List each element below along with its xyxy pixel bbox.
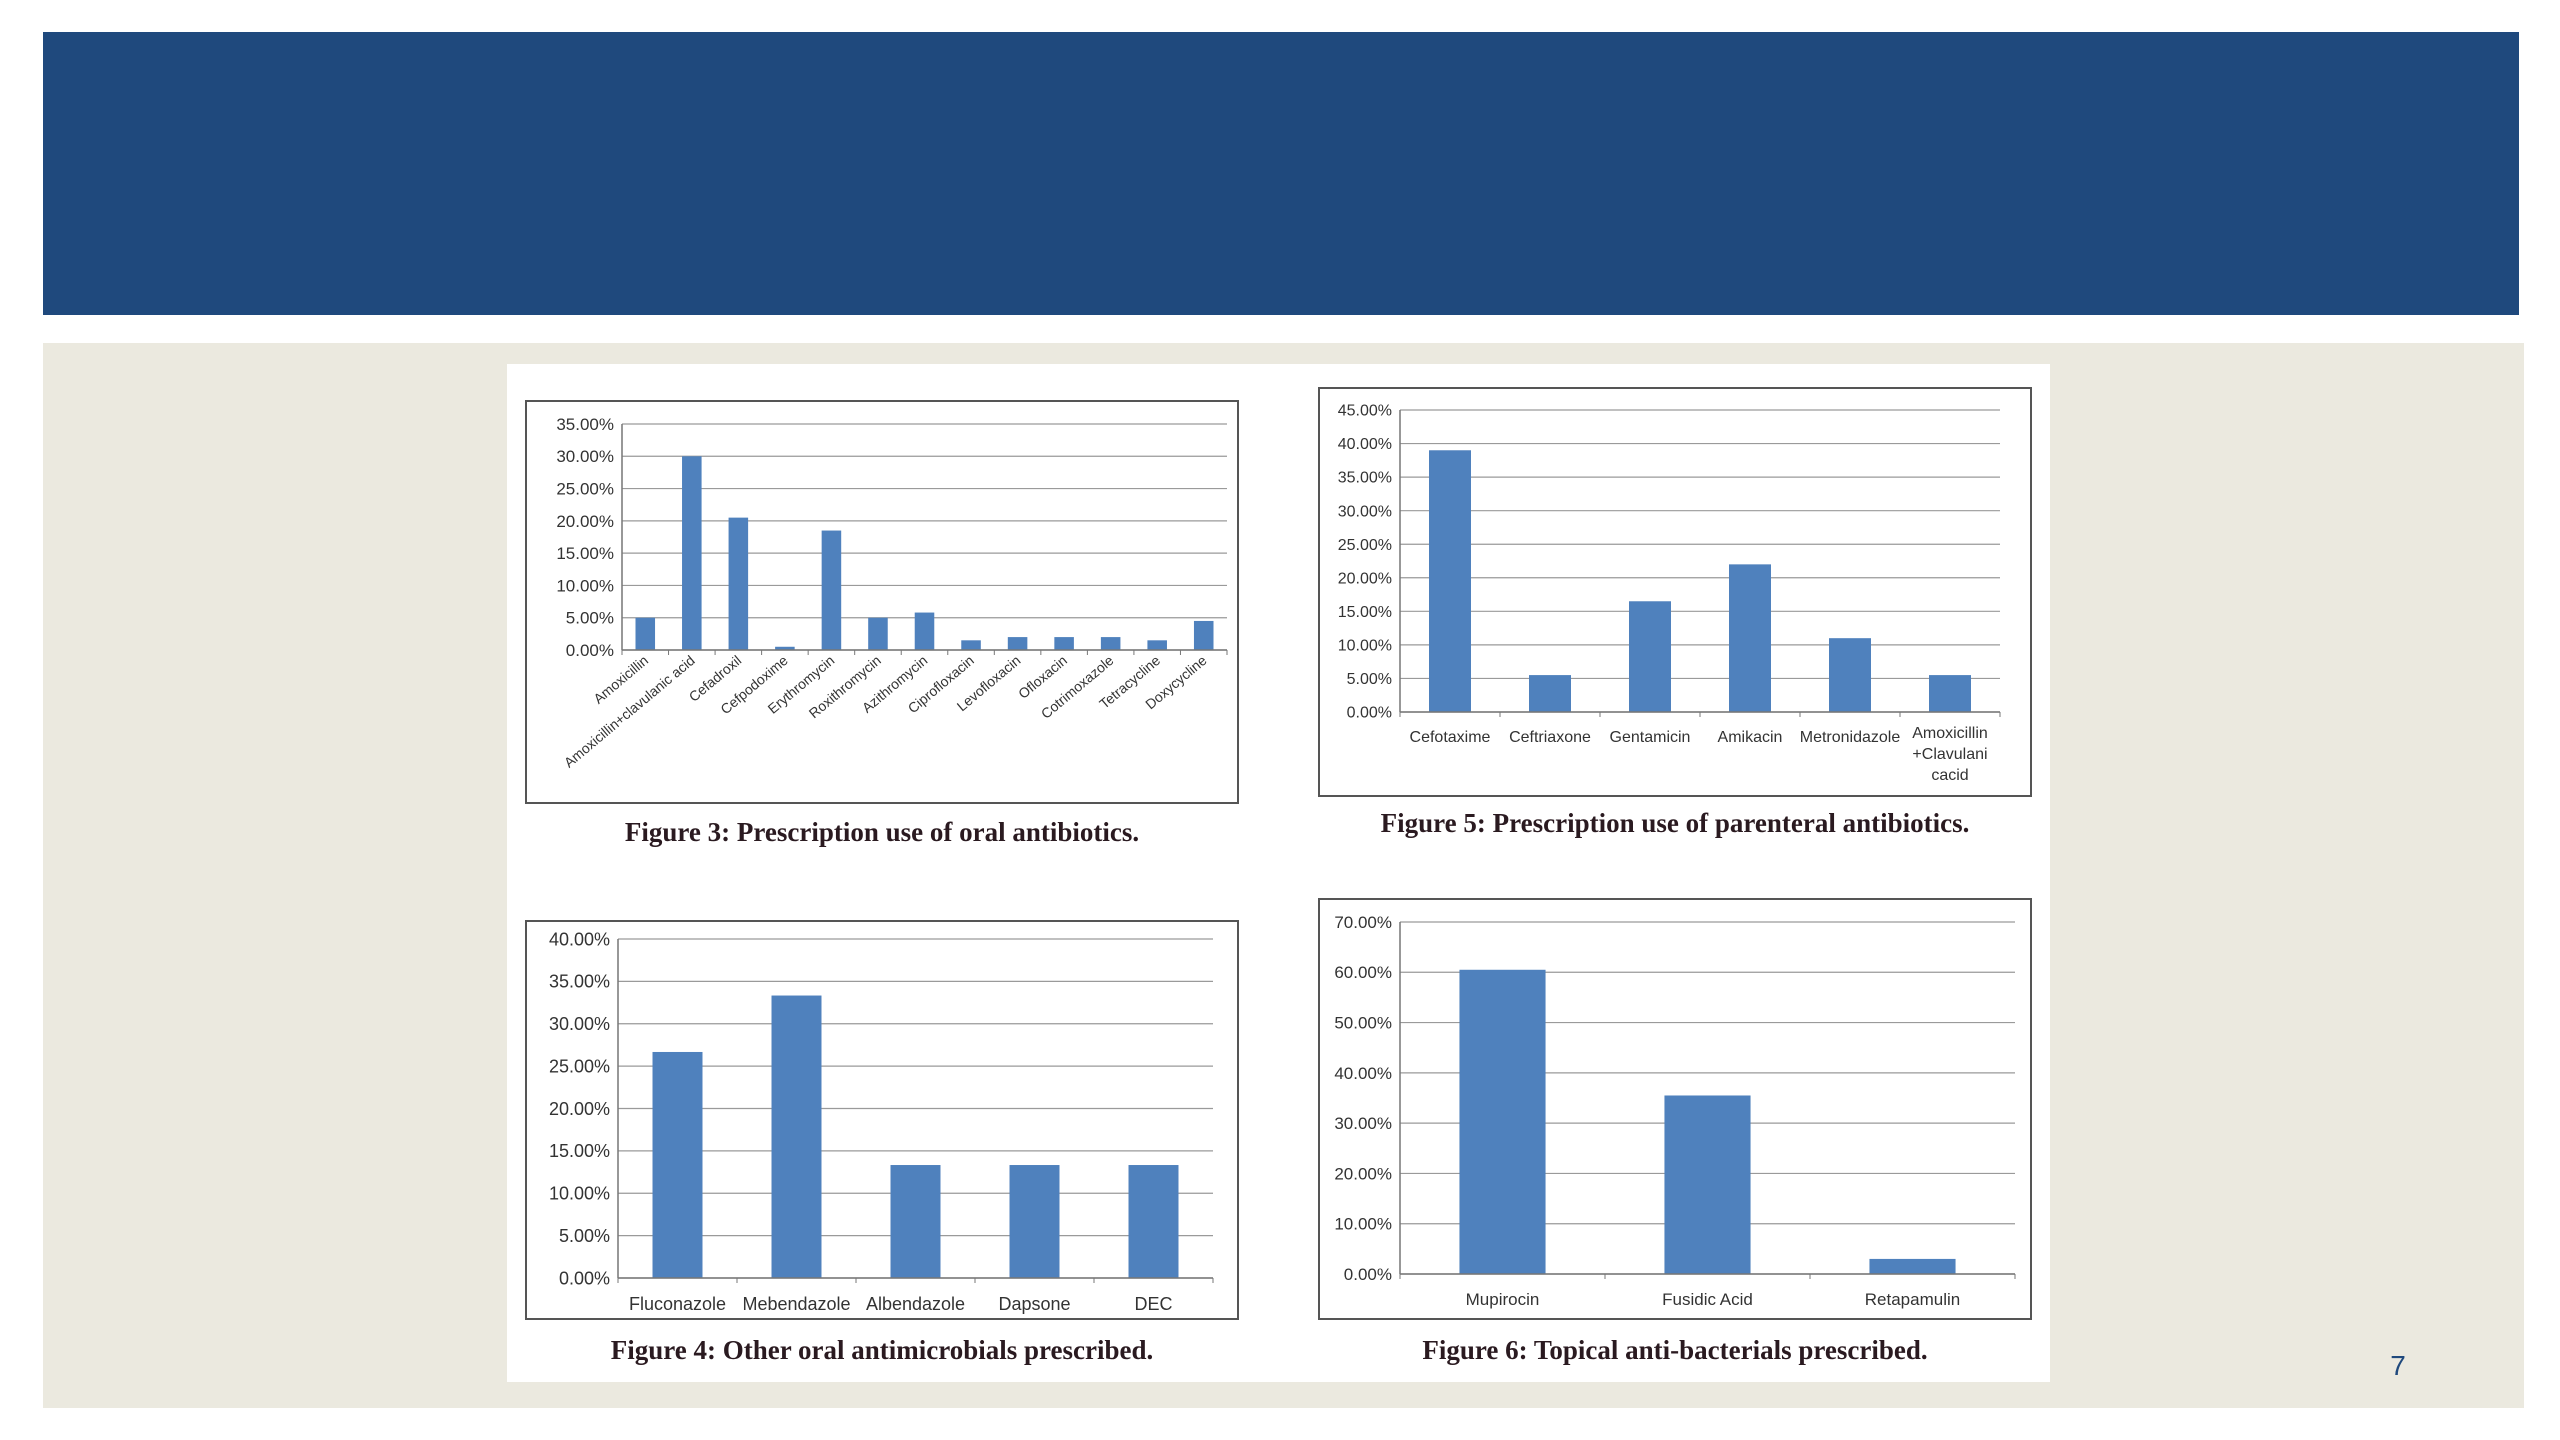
x-category-label: Ceftriaxone xyxy=(1509,729,1591,746)
figure-4-chart: 0.00% 5.00% 10.00% 15.00% 20.00% 25.00% 30.00%… xyxy=(525,920,1239,1320)
y-tick-label: 15.00% xyxy=(1338,604,1392,621)
figure-3-plot: 0.00% 5.00% 10.00% 15.00% 20.00% 25.00% 30.00%… xyxy=(556,415,1228,771)
bar-7 xyxy=(914,612,935,650)
x-category-label: Cefotaxime xyxy=(1410,729,1491,746)
y-tick-label: 5.00% xyxy=(1347,671,1392,688)
bar-1 xyxy=(1459,969,1546,1274)
x-category-label: DEC xyxy=(1134,1294,1172,1314)
bar-1 xyxy=(635,617,656,650)
y-tick-label: 45.00% xyxy=(1338,403,1392,420)
bar-3 xyxy=(728,517,749,650)
y-tick-label: 0.00% xyxy=(559,1268,610,1288)
x-category-label: Amikacin xyxy=(1718,729,1783,746)
bar-2 xyxy=(1664,1095,1751,1274)
y-tick-label: 0.00% xyxy=(566,641,614,660)
y-tick-label: 0.00% xyxy=(1344,1265,1392,1284)
bar-2 xyxy=(1529,675,1571,712)
bar-2 xyxy=(771,995,822,1278)
bar-4 xyxy=(775,646,795,650)
bar-5 xyxy=(1128,1165,1179,1278)
y-tick-label: 20.00% xyxy=(556,512,614,531)
y-tick-label: 10.00% xyxy=(549,1184,610,1204)
x-category-label: Gentamicin xyxy=(1610,729,1691,746)
x-category-label: Fluconazole xyxy=(629,1294,726,1314)
bar-2 xyxy=(682,456,702,650)
x-category-label: Metronidazole xyxy=(1800,729,1901,746)
bar-3 xyxy=(890,1165,941,1278)
y-tick-label: 30.00% xyxy=(549,1014,610,1034)
y-tick-label: 10.00% xyxy=(556,576,614,595)
y-tick-label: 20.00% xyxy=(549,1099,610,1119)
figure-6-chart: 0.00% 10.00% 20.00% 30.00% 40.00% 50.00% 60.00… xyxy=(1318,898,2032,1320)
bar-1 xyxy=(652,1051,703,1278)
y-tick-label: 20.00% xyxy=(1338,570,1392,587)
y-tick-label: 30.00% xyxy=(1334,1114,1392,1133)
bar-12 xyxy=(1147,640,1167,650)
slide-title-band xyxy=(43,32,2519,315)
x-category-label: Albendazole xyxy=(866,1294,965,1314)
y-tick-label: 5.00% xyxy=(566,609,614,628)
bar-3 xyxy=(1629,601,1671,712)
y-tick-label: 35.00% xyxy=(1338,470,1392,487)
x-category-label: Dapsone xyxy=(998,1294,1070,1314)
y-tick-label: 40.00% xyxy=(1338,436,1392,453)
bar-10 xyxy=(1054,637,1074,650)
bar-11 xyxy=(1100,637,1121,650)
y-tick-label: 25.00% xyxy=(1338,537,1392,554)
y-tick-label: 15.00% xyxy=(549,1141,610,1161)
y-tick-label: 25.00% xyxy=(549,1056,610,1076)
figure-4-caption: Figure 4: Other oral antimicrobials pres… xyxy=(610,1335,1154,1365)
figure-6-plot: 0.00% 10.00% 20.00% 30.00% 40.00% 50.00% 60.00… xyxy=(1334,913,2016,1309)
y-tick-label: 30.00% xyxy=(556,447,614,466)
figure-3-chart: 0.00% 5.00% 10.00% 15.00% 20.00% 25.00% 30.00%… xyxy=(525,400,1239,804)
figure-5-plot: 0.00% 5.00% 10.00% 15.00% 20.00% 25.00% 30.00%… xyxy=(1338,403,2001,784)
y-tick-label: 0.00% xyxy=(1347,705,1392,722)
y-tick-label: 70.00% xyxy=(1334,913,1392,932)
y-tick-label: 5.00% xyxy=(559,1226,610,1246)
y-tick-label: 15.00% xyxy=(556,544,614,563)
x-category-label: Mebendazole xyxy=(742,1294,850,1314)
x-category-label: Fusidic Acid xyxy=(1662,1290,1753,1309)
y-tick-label: 25.00% xyxy=(556,480,614,499)
bar-4 xyxy=(1729,564,1771,712)
bar-5 xyxy=(1829,638,1871,712)
bar-3 xyxy=(1869,1258,1956,1274)
y-tick-label: 40.00% xyxy=(1334,1064,1392,1083)
bar-8 xyxy=(961,640,981,650)
x-category-label: Retapamulin xyxy=(1865,1290,1960,1309)
y-tick-label: 30.00% xyxy=(1338,503,1392,520)
x-category-label: Amoxicillin +Clavulani cacid xyxy=(1912,725,1988,784)
bar-4 xyxy=(1009,1165,1060,1278)
bar-6 xyxy=(868,617,888,650)
figure-4-plot: 0.00% 5.00% 10.00% 15.00% 20.00% 25.00% 30.00%… xyxy=(549,929,1214,1314)
y-tick-label: 20.00% xyxy=(1334,1164,1392,1183)
figure-5-chart: 0.00% 5.00% 10.00% 15.00% 20.00% 25.00% 30.00%… xyxy=(1318,387,2032,797)
bar-6 xyxy=(1929,675,1971,712)
x-category-label: Mupirocin xyxy=(1466,1290,1540,1309)
y-tick-label: 35.00% xyxy=(556,415,614,434)
y-tick-label: 40.00% xyxy=(549,929,610,949)
bar-1 xyxy=(1429,450,1471,712)
bar-9 xyxy=(1007,637,1028,650)
figure-3-caption: Figure 3: Prescription use of oral antib… xyxy=(624,817,1140,847)
figure-6-caption: Figure 6: Topical anti-bacterials prescr… xyxy=(1422,1335,1928,1365)
bar-5 xyxy=(821,530,842,650)
y-tick-label: 10.00% xyxy=(1334,1215,1392,1234)
y-tick-label: 60.00% xyxy=(1334,963,1392,982)
y-tick-label: 10.00% xyxy=(1338,637,1392,654)
y-tick-label: 35.00% xyxy=(549,972,610,992)
figure-5-caption: Figure 5: Prescription use of parenteral… xyxy=(1380,808,1970,838)
y-tick-label: 50.00% xyxy=(1334,1014,1392,1033)
page-number: 7 xyxy=(2390,1350,2406,1381)
bar-13 xyxy=(1193,620,1214,650)
